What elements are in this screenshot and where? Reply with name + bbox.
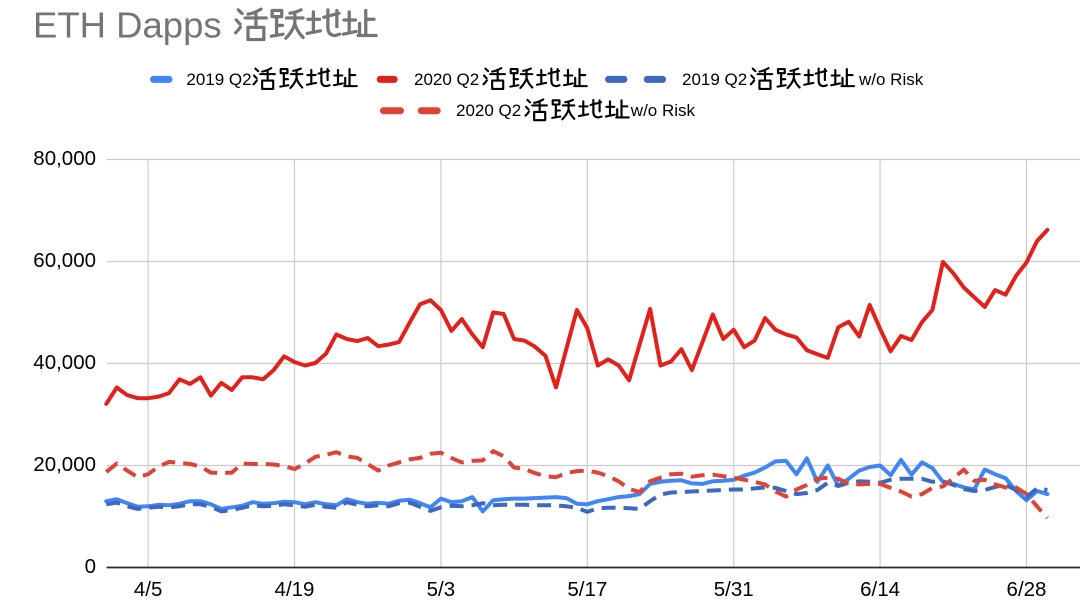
svg-text:80,000: 80,000 [33, 147, 96, 170]
svg-text:ETH Dapps: ETH Dapps [33, 5, 222, 46]
svg-text:5/17: 5/17 [567, 578, 607, 601]
svg-text:5/31: 5/31 [714, 578, 754, 601]
svg-text:2020 Q2: 2020 Q2 [456, 101, 521, 120]
svg-text:w/o Risk: w/o Risk [858, 70, 924, 89]
svg-text:60,000: 60,000 [33, 249, 96, 272]
svg-text:20,000: 20,000 [33, 453, 96, 476]
svg-text:2020 Q2: 2020 Q2 [414, 70, 479, 89]
svg-text:40,000: 40,000 [33, 351, 96, 374]
svg-text:0: 0 [85, 555, 96, 578]
svg-text:2019 Q2: 2019 Q2 [186, 70, 251, 89]
svg-text:w/o Risk: w/o Risk [630, 101, 696, 120]
svg-text:2019 Q2: 2019 Q2 [682, 70, 747, 89]
svg-text:6/14: 6/14 [860, 578, 900, 601]
svg-text:6/28: 6/28 [1007, 578, 1047, 601]
svg-text:4/5: 4/5 [134, 578, 163, 601]
svg-text:5/3: 5/3 [427, 578, 456, 601]
svg-text:4/19: 4/19 [275, 578, 315, 601]
